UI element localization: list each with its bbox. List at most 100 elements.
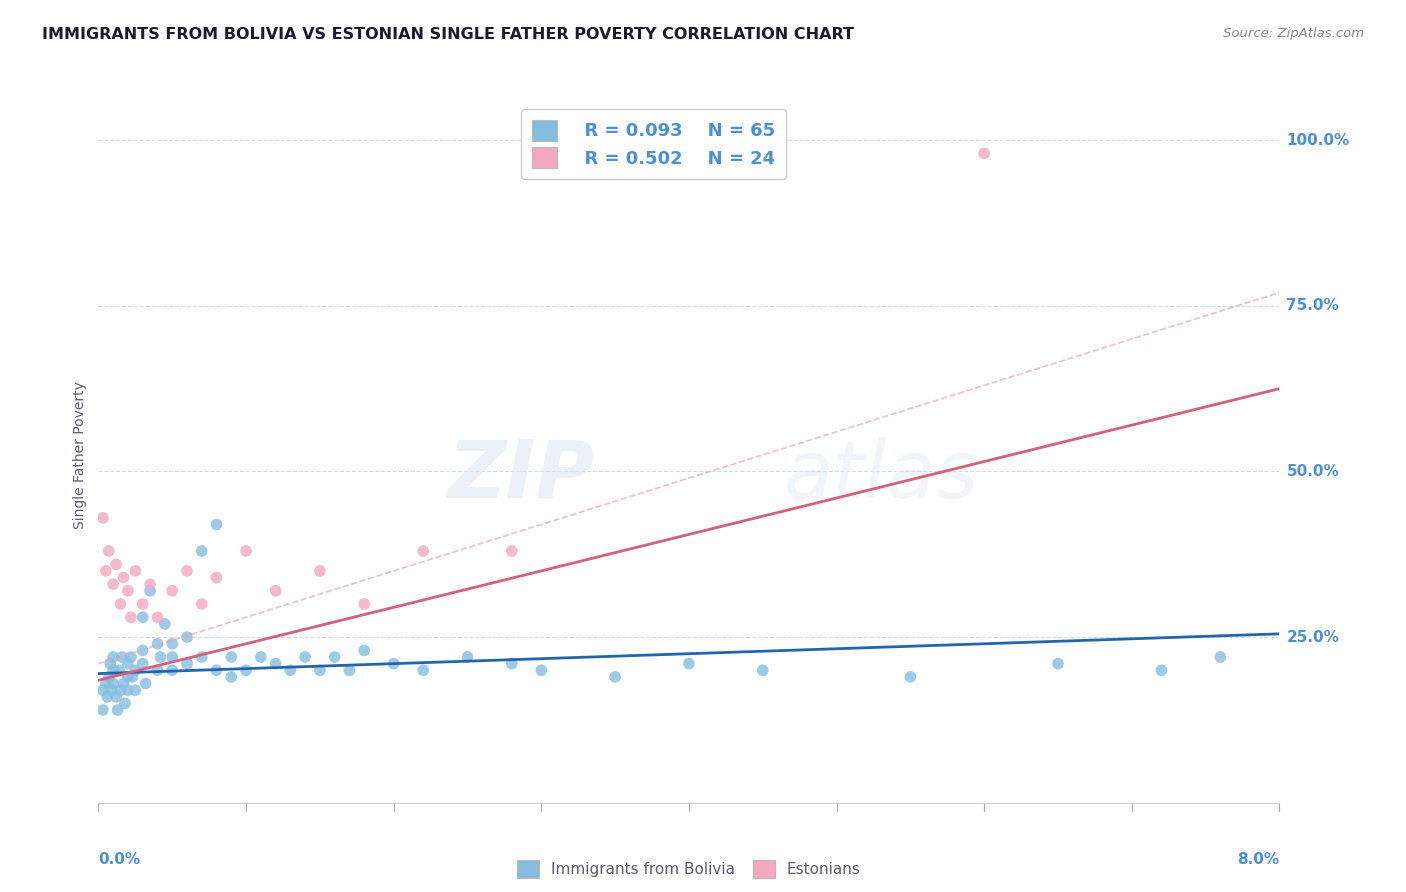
Point bbox=[121, 670, 143, 684]
Point bbox=[205, 517, 228, 532]
Point bbox=[973, 146, 995, 161]
Point bbox=[501, 657, 523, 671]
Text: 50.0%: 50.0% bbox=[1286, 464, 1340, 479]
Point bbox=[264, 583, 287, 598]
Point bbox=[456, 650, 478, 665]
Point bbox=[205, 663, 228, 677]
Point bbox=[205, 570, 228, 584]
Text: 8.0%: 8.0% bbox=[1237, 852, 1279, 867]
Point bbox=[176, 630, 198, 644]
Point bbox=[412, 663, 434, 677]
Point bbox=[132, 657, 155, 671]
Point bbox=[132, 610, 155, 624]
Point bbox=[96, 690, 118, 704]
Point bbox=[91, 511, 114, 525]
Point bbox=[124, 564, 146, 578]
Point bbox=[219, 670, 242, 684]
Point bbox=[153, 616, 176, 631]
Point bbox=[91, 703, 114, 717]
Point bbox=[124, 663, 146, 677]
Point bbox=[1209, 650, 1232, 665]
Point bbox=[124, 683, 146, 698]
Point bbox=[250, 650, 273, 665]
Point bbox=[678, 657, 700, 671]
Text: 100.0%: 100.0% bbox=[1286, 133, 1350, 148]
Point bbox=[162, 637, 183, 651]
Text: ZIP: ZIP bbox=[447, 437, 595, 515]
Point bbox=[103, 676, 124, 690]
Point bbox=[219, 650, 242, 665]
Point bbox=[308, 663, 332, 677]
Point bbox=[117, 670, 139, 684]
Point bbox=[111, 650, 134, 665]
Point bbox=[100, 683, 122, 698]
Point bbox=[530, 663, 553, 677]
Text: 75.0%: 75.0% bbox=[1286, 298, 1340, 313]
Point bbox=[235, 544, 257, 558]
Point bbox=[412, 544, 434, 558]
Point bbox=[132, 597, 155, 611]
Point bbox=[117, 683, 139, 698]
Point bbox=[114, 697, 136, 711]
Text: 25.0%: 25.0% bbox=[1286, 630, 1340, 645]
Text: atlas: atlas bbox=[783, 437, 979, 515]
Legend: Immigrants from Bolivia, Estonians: Immigrants from Bolivia, Estonians bbox=[509, 853, 869, 886]
Point bbox=[294, 650, 316, 665]
Point bbox=[149, 650, 172, 665]
Point bbox=[117, 583, 139, 598]
Point bbox=[751, 663, 773, 677]
Text: 0.0%: 0.0% bbox=[98, 852, 141, 867]
Point bbox=[110, 597, 132, 611]
Point bbox=[103, 577, 124, 591]
Point bbox=[112, 676, 135, 690]
Point bbox=[110, 683, 132, 698]
Point bbox=[146, 663, 169, 677]
Text: Source: ZipAtlas.com: Source: ZipAtlas.com bbox=[1223, 27, 1364, 40]
Point bbox=[353, 597, 375, 611]
Point bbox=[162, 650, 183, 665]
Point bbox=[97, 670, 120, 684]
Point bbox=[117, 657, 139, 671]
Point bbox=[112, 570, 135, 584]
Text: IMMIGRANTS FROM BOLIVIA VS ESTONIAN SINGLE FATHER POVERTY CORRELATION CHART: IMMIGRANTS FROM BOLIVIA VS ESTONIAN SING… bbox=[42, 27, 855, 42]
Point bbox=[107, 703, 129, 717]
Point bbox=[162, 663, 183, 677]
Point bbox=[103, 650, 124, 665]
Point bbox=[139, 577, 162, 591]
Point bbox=[1046, 657, 1069, 671]
Point bbox=[94, 676, 117, 690]
Point bbox=[353, 643, 375, 657]
Point bbox=[120, 610, 142, 624]
Point bbox=[146, 610, 169, 624]
Point bbox=[162, 583, 183, 598]
Point bbox=[135, 676, 157, 690]
Point bbox=[323, 650, 346, 665]
Point bbox=[91, 683, 114, 698]
Y-axis label: Single Father Poverty: Single Father Poverty bbox=[73, 381, 87, 529]
Point bbox=[278, 663, 301, 677]
Point bbox=[103, 663, 124, 677]
Point bbox=[176, 564, 198, 578]
Point bbox=[105, 690, 128, 704]
Point bbox=[94, 564, 117, 578]
Point bbox=[337, 663, 360, 677]
Point bbox=[120, 650, 142, 665]
Point bbox=[97, 544, 120, 558]
Point bbox=[501, 544, 523, 558]
Point bbox=[264, 657, 287, 671]
Point bbox=[176, 657, 198, 671]
Point bbox=[108, 663, 131, 677]
Point bbox=[98, 657, 121, 671]
Point bbox=[1150, 663, 1173, 677]
Point bbox=[898, 670, 921, 684]
Point bbox=[191, 650, 214, 665]
Point bbox=[139, 583, 162, 598]
Point bbox=[146, 637, 169, 651]
Point bbox=[235, 663, 257, 677]
Point bbox=[308, 564, 332, 578]
Point bbox=[382, 657, 405, 671]
Point bbox=[191, 544, 214, 558]
Point bbox=[105, 558, 128, 572]
Point bbox=[191, 597, 214, 611]
Point bbox=[605, 670, 627, 684]
